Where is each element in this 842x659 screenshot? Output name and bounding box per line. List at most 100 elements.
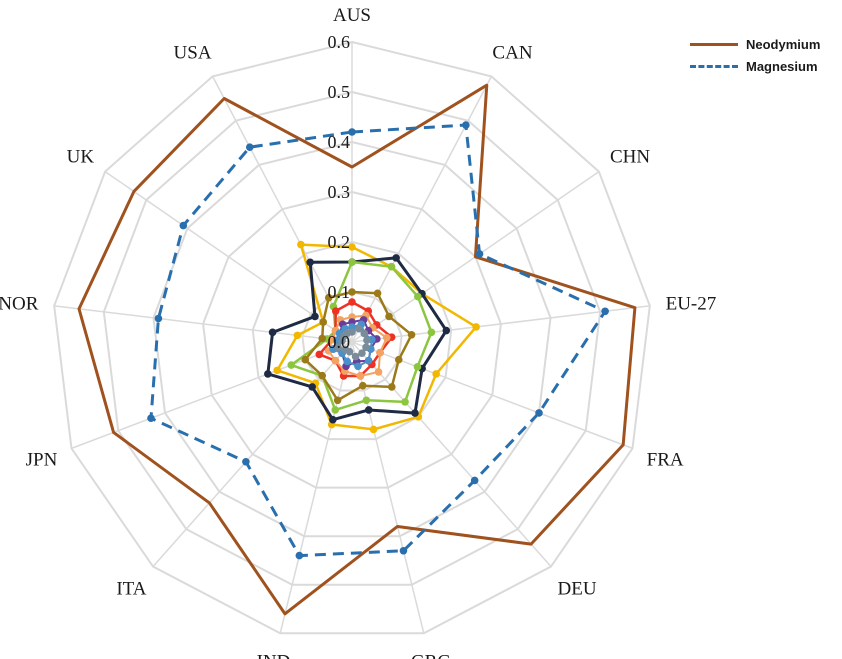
axis-label-jpn: JPN [26,449,58,470]
series-point-eu-27 [363,336,371,344]
series-point-usa [331,307,340,315]
series-point-uk [179,221,188,230]
tick-label: 0.4 [328,132,351,152]
series-point-eu-27 [427,328,436,337]
series-point-ita [242,457,250,466]
series-point-deu [401,398,409,406]
series-point-aus [348,243,356,251]
series-point-aus [348,288,356,296]
series-unnamed-5 [301,288,416,405]
axis-label-eu-27: EU-27 [666,293,717,314]
series-point-chn [360,329,369,338]
series-point-deu [374,368,383,376]
axis-label-aus: AUS [333,5,371,26]
series-point-jpn [315,350,324,359]
series-point-aus [348,128,356,136]
series-point-jpn [273,366,281,375]
legend: Neodymium Magnesium [690,33,820,77]
axis-label-fra: FRA [647,449,684,470]
series-point-jpn [147,414,155,423]
axis-label-deu: DEU [558,579,597,600]
series-point-eu-27 [601,307,609,316]
series-point-jpn [334,343,342,352]
tick-label: 0.0 [328,332,351,352]
series-point-ind [333,396,342,405]
series-point-aus [348,258,356,266]
series-point-grc [362,396,371,405]
series-point-nor [318,334,327,343]
category-axis-labels: AUS CAN CHN EU-27 FRA DEU GRC IND ITA JPN NOR UK USA [0,5,716,659]
series-unnamed-3 [264,254,451,424]
spoke-ind [279,341,353,634]
series-point-deu [411,409,419,417]
radial-tick-labels: 0.0 0.1 0.2 0.3 0.4 0.5 0.6 [328,32,351,352]
series-point-usa [297,240,305,249]
series-point-deu [387,383,396,391]
series-point-grc [399,546,408,555]
series-point-deu [358,349,366,358]
series-point-chn [475,250,484,258]
series-point-fra [535,409,543,417]
axis-label-ita: ITA [116,579,146,600]
series-point-jpn [264,370,272,378]
series-point-aus [348,298,356,306]
legend-item-neodymium: Neodymium [690,33,820,55]
series-point-grc [356,372,365,380]
series-point-grc [364,406,373,414]
series-point-grc [351,352,360,361]
legend-swatch-magnesium [690,64,738,68]
series-point-eu-27 [382,333,391,342]
series-unnamed-10 [334,324,371,361]
series-point-ind [329,415,337,424]
series-point-ita [318,371,326,380]
series-point-eu-27 [407,330,416,339]
axis-label-uk: UK [67,147,95,168]
series-line [266,256,448,422]
series-point-nor [268,328,277,337]
spoke-can [351,76,493,343]
spoke-deu [351,341,552,568]
series-point-usa [343,329,352,337]
series-point-eu-27 [442,326,451,335]
axis-label-usa: USA [174,43,212,64]
series-point-jpn [301,355,310,364]
series-point-grc [369,425,378,434]
tick-label: 0.2 [328,232,351,252]
series-point-grc [358,381,367,390]
axis-label-chn: CHN [610,147,650,168]
series-point-usa [245,143,254,151]
series-point-uk [311,312,319,321]
grid-ring-5 [102,90,602,586]
tick-label: 0.5 [328,82,351,102]
series-point-chn [414,292,422,301]
grid-ring-6 [53,40,651,635]
tick-label: 0.1 [328,282,351,302]
series-line [77,83,637,616]
series-line [303,290,413,402]
series-point-ind [295,551,304,560]
grid-ring-2 [251,240,453,441]
series-point-usa [306,258,314,267]
series-point-can [462,121,470,129]
series-neodymium [77,83,637,616]
legend-label-neodymium: Neodymium [746,36,821,52]
series-point-deu [364,356,373,365]
series-point-jpn [287,361,296,369]
series-point-can [373,289,382,298]
spoke-ita [152,341,353,568]
series-point-fra [432,370,440,378]
tick-label: 0.6 [328,32,351,52]
series-point-ita [308,383,317,391]
legend-label-magnesium: Magnesium [746,58,818,74]
axis-label-nor: NOR [0,293,39,314]
series-point-can [355,324,363,333]
series-magnesium [147,121,609,560]
series-point-chn [385,312,393,321]
series-point-ind [343,357,352,366]
axis-label-ind: IND [257,651,291,659]
spoke-grc [351,341,425,634]
series-line [149,123,607,558]
series-point-ind [331,406,340,414]
spoke-eu-27 [351,305,650,343]
